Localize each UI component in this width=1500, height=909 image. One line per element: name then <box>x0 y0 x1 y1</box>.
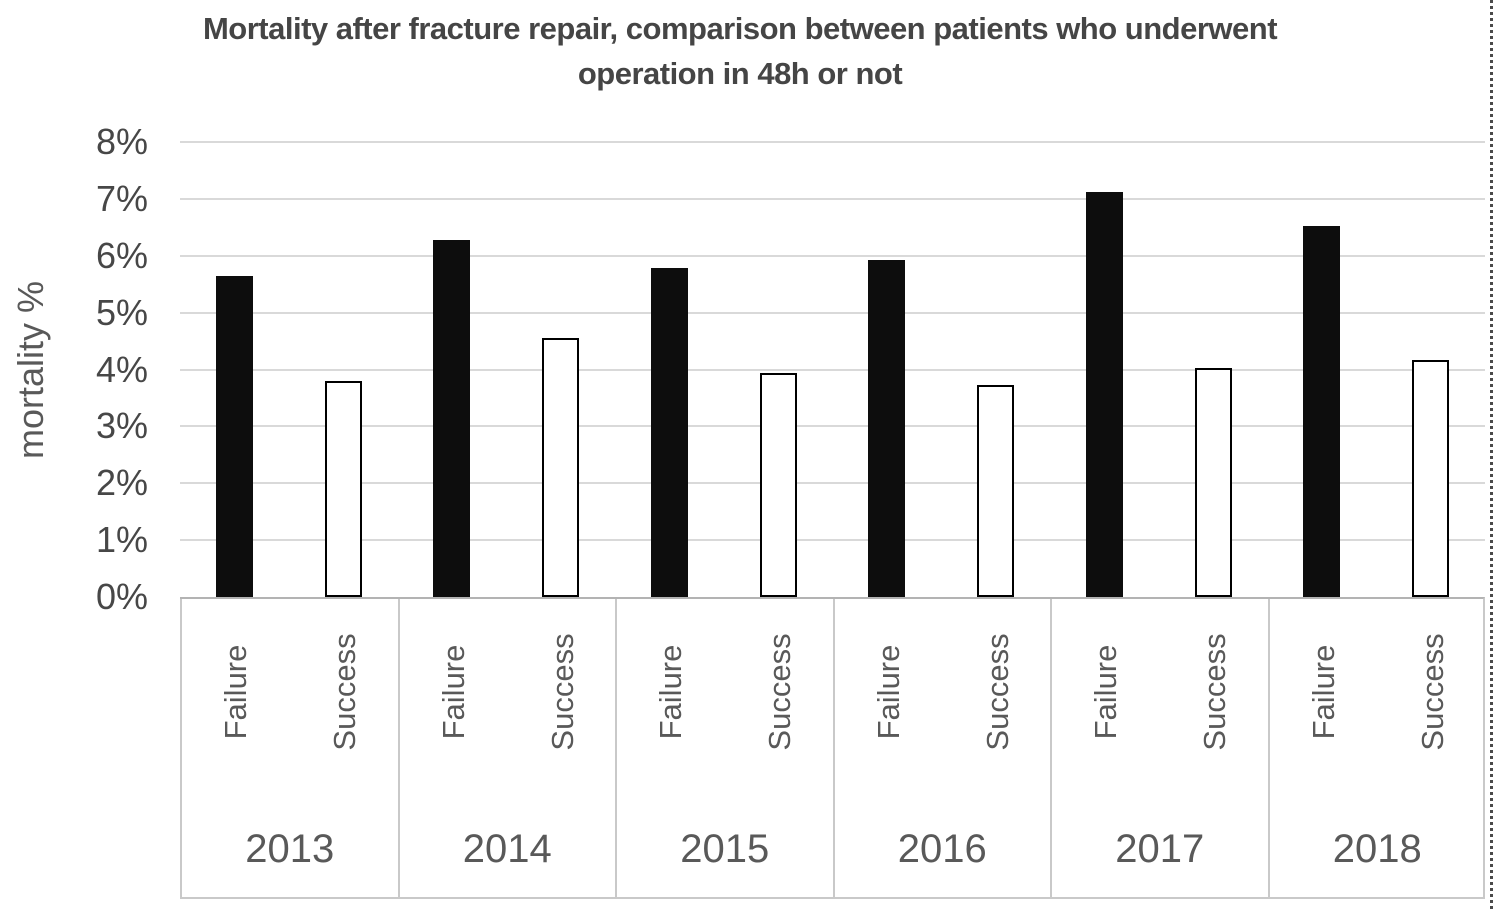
year-label-2015: 2015 <box>680 827 770 871</box>
gridline-7% <box>180 197 1485 200</box>
gridline-8% <box>180 141 1485 143</box>
failure-label-2017: Failure <box>1088 644 1124 740</box>
y-tick-label-5%: 5% <box>95 291 148 333</box>
bar-success-2014 <box>542 338 580 597</box>
success-label-2017: Success <box>1197 633 1233 751</box>
bar-failure-2016 <box>868 259 906 597</box>
category-group-2013: Failure Success 2013 <box>180 599 398 897</box>
success-label-2015: Success <box>762 633 798 751</box>
gridline-4% <box>180 368 1485 371</box>
success-label-2018: Success <box>1414 633 1450 751</box>
y-tick-label-4%: 4% <box>95 348 148 390</box>
bar-failure-2017 <box>1085 192 1123 597</box>
category-group-2016: Failure Success 2016 <box>832 599 1051 897</box>
y-tick-label-1%: 1% <box>95 519 148 561</box>
gridline-3% <box>180 425 1485 428</box>
failure-label-2015: Failure <box>653 644 689 740</box>
y-tick-label-8%: 8% <box>95 121 148 162</box>
y-tick-label-3%: 3% <box>95 405 148 447</box>
gridline-2% <box>180 482 1485 485</box>
y-tick-label-2%: 2% <box>95 462 148 504</box>
bar-success-2017 <box>1194 368 1232 597</box>
bar-success-2016 <box>977 385 1015 597</box>
category-axis: Failure Success 2013 Failure Success 2014 Fail… <box>180 597 1485 899</box>
bar-success-2015 <box>759 372 797 597</box>
bar-success-2018 <box>1412 359 1450 597</box>
chart-title-line-2: operation in 48h or not <box>577 56 903 91</box>
failure-label-2013: Failure <box>218 644 254 740</box>
year-label-2013: 2013 <box>245 827 335 871</box>
plot-area <box>180 141 1485 597</box>
failure-label-2016: Failure <box>870 644 906 740</box>
y-tick-label-7%: 7% <box>95 177 148 219</box>
y-tick-label-6%: 6% <box>95 234 148 276</box>
year-label-2014: 2014 <box>462 827 552 871</box>
failure-label-2018: Failure <box>1305 644 1341 740</box>
success-label-2013: Success <box>327 633 363 751</box>
category-group-2018: Failure Success 2018 <box>1267 599 1486 897</box>
chart-title: Mortality after fracture repair, compari… <box>10 6 1470 96</box>
gridline-6% <box>180 254 1485 257</box>
category-group-2015: Failure Success 2015 <box>615 599 833 897</box>
year-label-2016: 2016 <box>897 827 987 871</box>
category-group-2014: Failure Success 2014 <box>397 599 616 897</box>
success-label-2016: Success <box>979 633 1015 751</box>
category-group-2017: Failure Success 2017 <box>1050 599 1268 897</box>
bar-failure-2018 <box>1303 226 1341 597</box>
bar-success-2013 <box>324 380 362 597</box>
year-label-2018: 2018 <box>1332 827 1422 871</box>
bar-failure-2013 <box>215 275 253 597</box>
bar-failure-2014 <box>433 239 471 597</box>
success-label-2014: Success <box>544 633 580 751</box>
chart-title-line-1: Mortality after fracture repair, compari… <box>202 11 1278 46</box>
y-tick-label-0%: 0% <box>95 576 148 617</box>
failure-label-2014: Failure <box>435 644 471 740</box>
year-label-2017: 2017 <box>1115 827 1205 871</box>
gridline-5% <box>180 311 1485 314</box>
gridline-1% <box>180 539 1485 542</box>
bar-failure-2015 <box>650 268 688 597</box>
page-edge-dotted-line <box>1490 0 1493 909</box>
